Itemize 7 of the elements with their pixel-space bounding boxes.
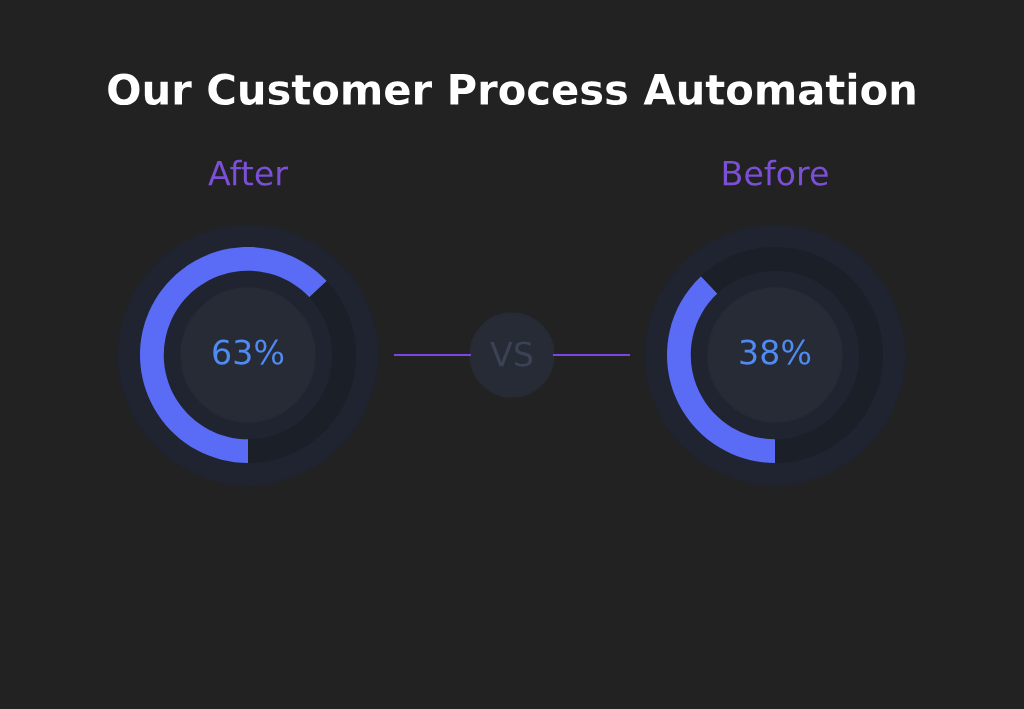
chart-title: Before bbox=[723, 159, 828, 186]
text: 63% bbox=[213, 339, 284, 365]
text: 38% bbox=[740, 339, 811, 365]
donut-slice bbox=[140, 247, 327, 463]
chart-title: After bbox=[208, 159, 289, 186]
text: Our Customer Process Automation bbox=[108, 72, 915, 106]
donut-slice bbox=[701, 247, 883, 463]
